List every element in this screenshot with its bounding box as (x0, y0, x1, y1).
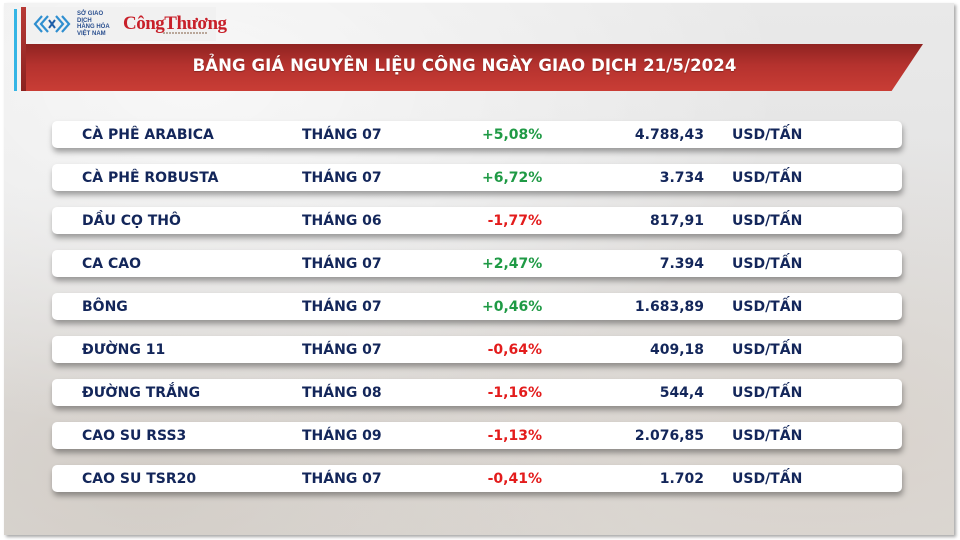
price-change: +0,46% (482, 298, 543, 315)
price-value: 817,91 (649, 212, 704, 229)
exchange-logo-line3: VIỆT NAM (77, 30, 106, 37)
table-row: CÀ PHÊ ARABICA THÁNG 07 +5,08% 4.788,43 … (52, 121, 902, 148)
publisher-logo-underline (163, 32, 208, 34)
commodity-name: ĐƯỜNG TRẮNG (82, 384, 201, 401)
table-row: CAO SU TSR20 THÁNG 07 -0,41% 1.702 USD/T… (52, 465, 902, 492)
logo-strip: SỞ GIAO DỊCH HÀNG HÓA VIỆT NAM CôngThươn… (26, 7, 227, 41)
commodity-name: ĐƯỜNG 11 (82, 341, 166, 358)
exchange-logo-line1: SỞ GIAO DỊCH (77, 11, 104, 24)
commodity-name: DẦU CỌ THÔ (82, 212, 181, 229)
table-row: ĐƯỜNG TRẮNG THÁNG 08 -1,16% 544,4 USD/TẤ… (52, 379, 902, 406)
contract-month: THÁNG 08 (302, 384, 382, 401)
publisher-logo: CôngThương (123, 13, 227, 35)
contract-month: THÁNG 07 (302, 126, 382, 143)
price-unit: USD/TẤN (732, 255, 803, 272)
price-change: +5,08% (482, 126, 543, 143)
table-row: CA CAO THÁNG 07 +2,47% 7.394 USD/TẤN (52, 250, 902, 277)
table-row: DẦU CỌ THÔ THÁNG 06 -1,77% 817,91 USD/TẤ… (52, 207, 902, 234)
table-row: CÀ PHÊ ROBUSTA THÁNG 07 +6,72% 3.734 USD… (52, 164, 902, 191)
price-unit: USD/TẤN (732, 470, 803, 487)
price-change: +6,72% (482, 169, 543, 186)
price-unit: USD/TẤN (732, 212, 803, 229)
commodity-name: CAO SU TSR20 (82, 470, 197, 487)
contract-month: THÁNG 07 (302, 298, 382, 315)
contract-month: THÁNG 06 (302, 212, 382, 229)
table-row: BÔNG THÁNG 07 +0,46% 1.683,89 USD/TẤN (52, 293, 902, 320)
accent-bar-blue (14, 9, 17, 91)
price-value: 7.394 (659, 255, 704, 272)
price-value: 2.076,85 (634, 427, 704, 444)
price-value: 1.683,89 (634, 298, 704, 315)
commodity-name: CAO SU RSS3 (82, 427, 187, 444)
accent-bar-red (21, 7, 26, 91)
price-unit: USD/TẤN (732, 427, 803, 444)
commodity-name: CA CAO (82, 255, 141, 272)
exchange-chevron-icon (33, 15, 71, 33)
price-value: 3.734 (659, 169, 704, 186)
commodity-name: CÀ PHÊ ROBUSTA (82, 169, 219, 186)
price-change: -1,13% (487, 427, 542, 444)
price-unit: USD/TẤN (732, 341, 803, 358)
table-row: CAO SU RSS3 THÁNG 09 -1,13% 2.076,85 USD… (52, 422, 902, 449)
contract-month: THÁNG 07 (302, 341, 382, 358)
price-change: -0,41% (487, 470, 542, 487)
price-change: -1,77% (487, 212, 542, 229)
commodity-name: BÔNG (82, 298, 128, 315)
price-value: 409,18 (649, 341, 704, 358)
exchange-logo: SỞ GIAO DỊCH HÀNG HÓA VIỆT NAM (32, 11, 117, 37)
price-unit: USD/TẤN (732, 384, 803, 401)
contract-month: THÁNG 07 (302, 255, 382, 272)
publisher-logo-text: CôngThương (123, 13, 227, 34)
price-value: 1.702 (659, 470, 704, 487)
title-banner: BẢNG GIÁ NGUYÊN LIỆU CÔNG NGÀY GIAO DỊCH… (26, 44, 923, 91)
contract-month: THÁNG 07 (302, 470, 382, 487)
price-unit: USD/TẤN (732, 126, 803, 143)
contract-month: THÁNG 09 (302, 427, 382, 444)
table-row: ĐƯỜNG 11 THÁNG 07 -0,64% 409,18 USD/TẤN (52, 336, 902, 363)
price-unit: USD/TẤN (732, 298, 803, 315)
commodity-name: CÀ PHÊ ARABICA (82, 126, 214, 143)
contract-month: THÁNG 07 (302, 169, 382, 186)
price-value: 544,4 (659, 384, 704, 401)
price-value: 4.788,43 (634, 126, 704, 143)
price-unit: USD/TẤN (732, 169, 803, 186)
price-change: +2,47% (482, 255, 543, 272)
price-change: -1,16% (487, 384, 542, 401)
page-title: BẢNG GIÁ NGUYÊN LIỆU CÔNG NGÀY GIAO DỊCH… (192, 56, 737, 75)
price-change: -0,64% (487, 341, 542, 358)
exchange-logo-line2: HÀNG HÓA (77, 24, 110, 30)
